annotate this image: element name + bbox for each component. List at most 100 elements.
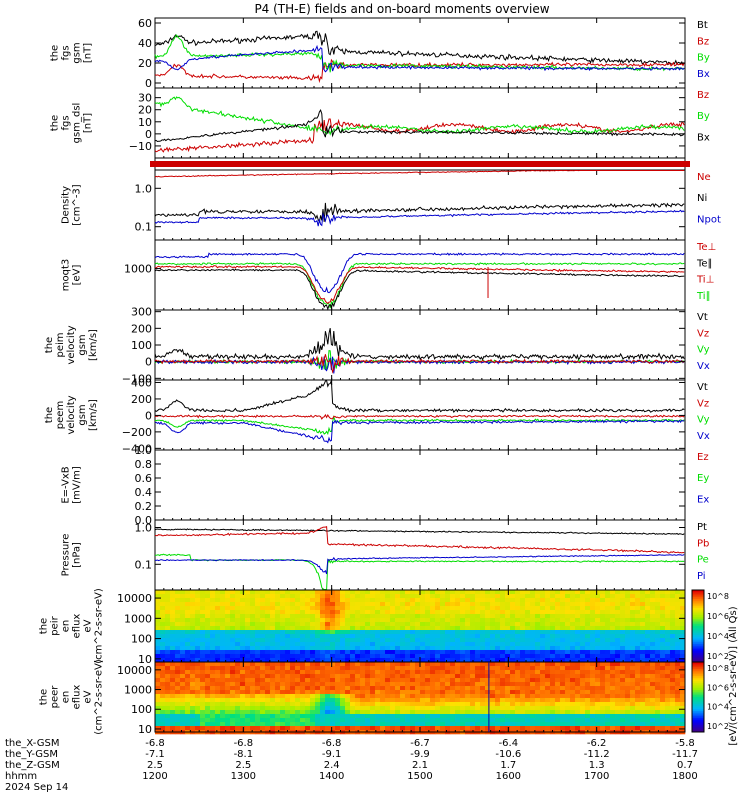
peir-cell bbox=[650, 606, 656, 611]
peir-cell bbox=[165, 654, 171, 659]
xaxis-row-value: 1500 bbox=[407, 771, 432, 782]
peir-cell bbox=[580, 590, 586, 595]
peer-cell bbox=[265, 666, 271, 671]
peir-cell bbox=[270, 610, 276, 615]
peer-cell bbox=[575, 686, 581, 691]
peer-cell bbox=[185, 702, 191, 707]
peer-cell bbox=[165, 682, 171, 687]
peer-cell bbox=[300, 726, 306, 731]
peer-cell bbox=[200, 714, 206, 719]
peir-cell bbox=[325, 646, 331, 651]
peir-cell bbox=[240, 642, 246, 647]
peir-cell bbox=[425, 642, 431, 647]
colorbar-peer-cell bbox=[692, 684, 704, 687]
peer-cell bbox=[495, 682, 501, 687]
peir-cell bbox=[160, 646, 166, 651]
peir-cell bbox=[410, 642, 416, 647]
peir-cell bbox=[520, 622, 526, 627]
peer-cell bbox=[605, 714, 611, 719]
peer-cell bbox=[375, 666, 381, 671]
peir-cell bbox=[575, 614, 581, 619]
peer-ylabel-line: (cm^2-s-sr-eV) bbox=[94, 659, 105, 735]
peer-cell bbox=[550, 706, 556, 711]
peer-ylabel-line: eV bbox=[83, 690, 94, 703]
peir-cell bbox=[185, 626, 191, 631]
peir-cell bbox=[485, 594, 491, 599]
peir-cell bbox=[590, 590, 596, 595]
peer-cell bbox=[480, 686, 486, 691]
peir-cell bbox=[250, 598, 256, 603]
peir-cell bbox=[475, 610, 481, 615]
peir-cell bbox=[220, 658, 226, 663]
peir-cell bbox=[445, 598, 451, 603]
peer-cell bbox=[375, 670, 381, 675]
peir-cell bbox=[530, 598, 536, 603]
peer-cell bbox=[165, 710, 171, 715]
peir-cell bbox=[605, 626, 611, 631]
peir-cell bbox=[300, 598, 306, 603]
peir-cell bbox=[600, 606, 606, 611]
peer-cell bbox=[215, 702, 221, 707]
peer-cell bbox=[335, 722, 341, 727]
peer-cell bbox=[180, 678, 186, 683]
series-vz2 bbox=[154, 413, 685, 420]
peir-cell bbox=[260, 654, 266, 659]
peer-cell bbox=[590, 702, 596, 707]
peer-cell bbox=[650, 698, 656, 703]
peer-cell bbox=[165, 670, 171, 675]
peir-cell bbox=[385, 654, 391, 659]
peer-cell bbox=[205, 678, 211, 683]
peir-cell bbox=[675, 622, 681, 627]
peer-cell bbox=[670, 686, 676, 691]
peir-cell bbox=[535, 650, 541, 655]
peir-cell bbox=[365, 642, 371, 647]
peir-cell bbox=[535, 642, 541, 647]
peir-cell bbox=[420, 598, 426, 603]
peer-cell bbox=[390, 706, 396, 711]
peer-cell bbox=[155, 710, 161, 715]
peir-cell bbox=[485, 626, 491, 631]
peir-cell bbox=[580, 618, 586, 623]
peer-cell bbox=[555, 698, 561, 703]
peer-cell bbox=[580, 694, 586, 699]
peer-cell bbox=[365, 674, 371, 679]
colorbar-peir-tick-label: 10^8 bbox=[707, 592, 729, 601]
peir-cell bbox=[170, 614, 176, 619]
peir-cell bbox=[395, 598, 401, 603]
peir-cell bbox=[595, 618, 601, 623]
peir-cell bbox=[425, 610, 431, 615]
peer-cell bbox=[455, 714, 461, 719]
peer-cell bbox=[345, 702, 351, 707]
peer-cell bbox=[645, 722, 651, 727]
peir-cell bbox=[460, 594, 466, 599]
peer-cell bbox=[405, 714, 411, 719]
peer-cell bbox=[245, 678, 251, 683]
peer-cell bbox=[575, 710, 581, 715]
peer-cell bbox=[520, 674, 526, 679]
peir-cell bbox=[260, 590, 266, 595]
peir-cell bbox=[485, 642, 491, 647]
peir-cell bbox=[405, 642, 411, 647]
peer-cell bbox=[395, 690, 401, 695]
peir-cell bbox=[655, 614, 661, 619]
peer-cell bbox=[440, 718, 446, 723]
peer-cell bbox=[490, 662, 496, 667]
peir-cell bbox=[350, 594, 356, 599]
peer-cell bbox=[415, 682, 421, 687]
peer-cell bbox=[175, 698, 181, 703]
peer-cell bbox=[540, 670, 546, 675]
peer-cell bbox=[590, 718, 596, 723]
peir-cell bbox=[330, 590, 336, 595]
peir-ytick-label: 10000 bbox=[117, 592, 152, 605]
peer-cell bbox=[315, 726, 321, 731]
peir-cell bbox=[195, 610, 201, 615]
peir-cell bbox=[565, 642, 571, 647]
peir-cell bbox=[225, 642, 231, 647]
colorbar-peir-cell bbox=[692, 608, 704, 611]
peer-cell bbox=[530, 690, 536, 695]
peer-cell bbox=[345, 718, 351, 723]
peer-cell bbox=[585, 674, 591, 679]
peir-cell bbox=[170, 622, 176, 627]
peir-cell bbox=[400, 622, 406, 627]
peir-cell bbox=[530, 642, 536, 647]
